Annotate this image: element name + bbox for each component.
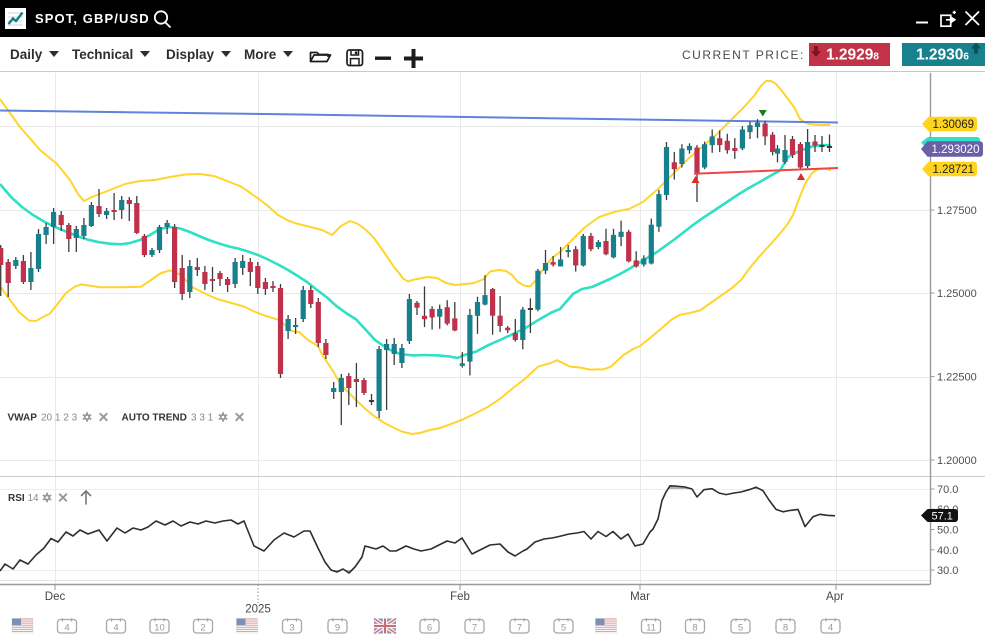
svg-text:Feb: Feb — [450, 591, 470, 603]
svg-text:4: 4 — [64, 623, 69, 634]
svg-text:8: 8 — [692, 623, 697, 634]
svg-text:2: 2 — [200, 623, 205, 634]
svg-text:4: 4 — [113, 623, 118, 634]
svg-text:1.25000: 1.25000 — [937, 288, 977, 300]
svg-text:AUTO TREND: AUTO TREND — [122, 413, 187, 424]
svg-text:2025: 2025 — [245, 604, 271, 616]
svg-text:7: 7 — [472, 623, 477, 634]
svg-text:5: 5 — [738, 623, 743, 634]
svg-text:14: 14 — [28, 493, 40, 504]
svg-text:1.29298: 1.29298 — [826, 47, 879, 64]
svg-text:1.29306: 1.29306 — [916, 47, 969, 64]
svg-text:1.28721: 1.28721 — [933, 164, 975, 176]
svg-text:3 3 1: 3 3 1 — [191, 413, 214, 424]
svg-text:1.293020: 1.293020 — [932, 144, 980, 156]
svg-text:Dec: Dec — [45, 591, 66, 603]
svg-text:11: 11 — [646, 623, 656, 634]
svg-text:10: 10 — [154, 623, 165, 634]
svg-text:20 1 2 3: 20 1 2 3 — [41, 413, 78, 424]
svg-text:RSI: RSI — [8, 493, 25, 504]
svg-text:4: 4 — [828, 623, 833, 634]
svg-text:57.1: 57.1 — [932, 510, 953, 522]
svg-text:70.0: 70.0 — [937, 484, 958, 496]
svg-text:Mar: Mar — [630, 591, 650, 603]
svg-text:40.0: 40.0 — [937, 545, 958, 557]
svg-text:50.0: 50.0 — [937, 525, 958, 537]
svg-text:5: 5 — [561, 623, 566, 634]
svg-text:1.30069: 1.30069 — [933, 119, 975, 131]
svg-text:3: 3 — [289, 623, 294, 634]
svg-text:VWAP: VWAP — [8, 413, 38, 424]
svg-text:1.27500: 1.27500 — [937, 205, 977, 217]
svg-text:9: 9 — [335, 623, 340, 634]
svg-text:1.22500: 1.22500 — [937, 372, 977, 384]
svg-text:7: 7 — [517, 623, 522, 634]
svg-text:Apr: Apr — [826, 591, 844, 603]
svg-text:8: 8 — [783, 623, 788, 634]
svg-text:1.20000: 1.20000 — [937, 455, 977, 467]
svg-text:30.0: 30.0 — [937, 565, 958, 577]
svg-text:6: 6 — [427, 623, 432, 634]
